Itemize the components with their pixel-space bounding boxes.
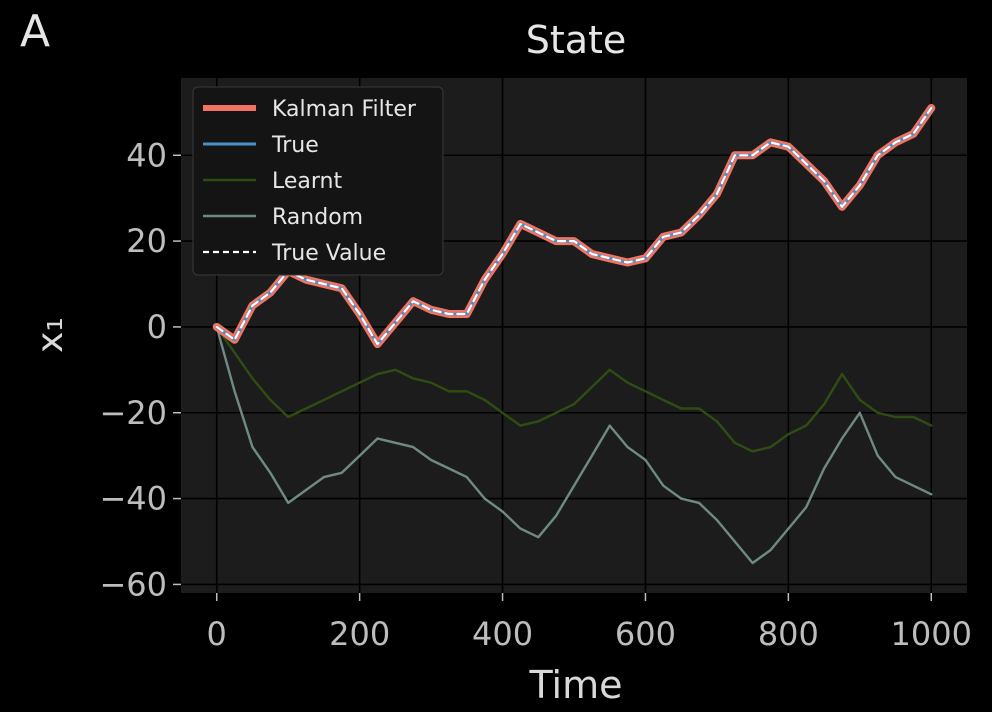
series-line-learnt xyxy=(215,325,933,453)
panel-label: A xyxy=(20,6,51,57)
x-tick-label: 1000 xyxy=(891,615,972,653)
legend-label: True xyxy=(271,133,319,158)
y-axis-label: x₁ xyxy=(30,317,71,353)
y-tick-label: 20 xyxy=(126,222,167,260)
legend-label: Learnt xyxy=(272,169,342,194)
x-tick-label: 800 xyxy=(758,615,819,653)
x-tick-label: 0 xyxy=(207,615,227,653)
x-tick-label: 200 xyxy=(329,615,390,653)
series-line-true-value xyxy=(215,106,933,346)
y-axis: 40 20 0 −20 −40 −60 xyxy=(99,136,181,603)
x-axis: 0 200 400 600 800 1000 xyxy=(207,593,972,653)
y-tick-label: 40 xyxy=(126,136,167,174)
series-layer xyxy=(212,104,936,565)
legend: Kalman Filter True Learnt Random True Value xyxy=(192,86,444,276)
legend-label: True Value xyxy=(271,241,386,266)
chart-title: State xyxy=(526,18,627,62)
y-tick-label: 0 xyxy=(147,308,167,346)
y-tick-label: −40 xyxy=(99,480,167,518)
x-tick-label: 400 xyxy=(472,615,533,653)
y-tick-label: −60 xyxy=(99,565,167,603)
legend-label: Kalman Filter xyxy=(272,97,417,122)
legend-box xyxy=(192,86,444,276)
x-tick-label: 600 xyxy=(615,615,676,653)
y-tick-label: −20 xyxy=(99,394,167,432)
x-axis-label: Time xyxy=(529,663,623,707)
legend-label: Random xyxy=(272,205,363,230)
series-line-random xyxy=(215,325,933,565)
